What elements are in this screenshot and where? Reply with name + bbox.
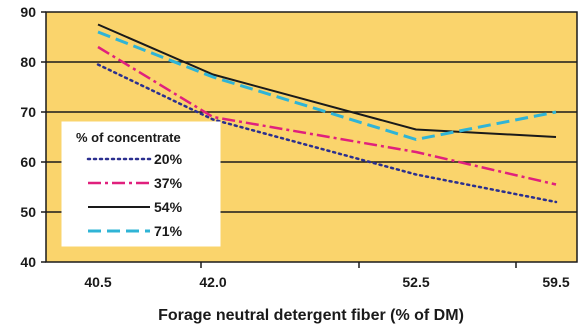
legend-label-71%: 71%: [154, 223, 183, 239]
y-tick-labels: 40 50 60 70 80 90: [20, 4, 36, 270]
y-tick-50: 50: [20, 204, 36, 220]
series-line-54%: [97, 23, 557, 138]
y-tick-90: 90: [20, 4, 36, 20]
plot-border: [45, 11, 578, 263]
legend-items: 20% 37% 54% 71%: [86, 151, 183, 239]
legend-label-54%: 54%: [154, 199, 183, 215]
series-line-37%: [97, 45, 557, 186]
x-tick-52.5: 52.5: [402, 274, 429, 290]
legend-title: % of concentrate: [76, 130, 181, 145]
y-tick-60: 60: [20, 154, 36, 170]
legend-label-20%: 20%: [154, 151, 183, 167]
legend-label-37%: 37%: [154, 175, 183, 191]
series-line-20%: [96, 63, 558, 204]
x-tick-labels: 40.5 42.0 52.5 59.5: [84, 274, 569, 290]
x-tick-59.5: 59.5: [542, 274, 569, 290]
y-tick-40: 40: [20, 254, 36, 270]
x-axis-label: Forage neutral detergent fiber (% of DM): [158, 307, 464, 324]
y-tick-70: 70: [20, 104, 36, 120]
legend: % of concentrate 20% 37% 54% 71%: [61, 121, 221, 247]
axes: [41, 11, 578, 268]
x-tick-42.0: 42.0: [199, 274, 226, 290]
x-tick-40.5: 40.5: [84, 274, 111, 290]
series-lines: [96, 23, 558, 204]
series-line-71%: [97, 30, 557, 141]
y-tick-80: 80: [20, 54, 36, 70]
